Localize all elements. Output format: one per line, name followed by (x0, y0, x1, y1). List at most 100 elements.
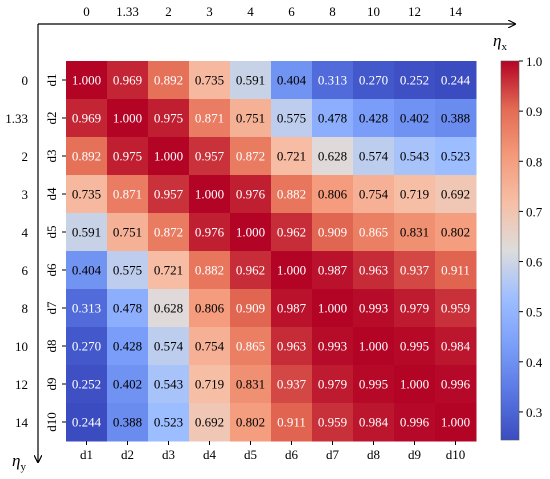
cell-value-label: 0.871 (195, 111, 224, 126)
cell-value-label: 0.735 (195, 73, 224, 88)
heatmap-cell (148, 365, 190, 404)
col-label: d4 (203, 447, 217, 462)
y-left-tick-label: 3 (22, 187, 29, 202)
heatmap-cell (66, 251, 108, 290)
cell-value-label: 1.000 (441, 415, 470, 430)
heatmap-cell (189, 213, 231, 252)
heatmap-cell (107, 175, 149, 214)
cell-value-label: 0.719 (400, 187, 429, 202)
heatmap-cell (312, 137, 354, 176)
heatmap-cell (189, 403, 231, 442)
heatmap-cell (271, 289, 313, 328)
heatmap-cell (312, 327, 354, 366)
cell-value-label: 0.754 (195, 339, 225, 354)
heatmap-cell (353, 61, 395, 100)
cell-value-label: 0.995 (400, 339, 429, 354)
heatmap-cell (312, 289, 354, 328)
heatmap-cell (394, 327, 436, 366)
col-label: d6 (285, 447, 299, 462)
cell-value-label: 0.478 (113, 301, 142, 316)
cell-value-label: 0.937 (400, 263, 430, 278)
heatmap-cell (353, 213, 395, 252)
heatmap-cell (312, 61, 354, 100)
cell-value-label: 0.428 (113, 339, 142, 354)
heatmap-cell (189, 175, 231, 214)
x-top-tick-label: 6 (288, 4, 295, 19)
cell-value-label: 0.882 (195, 263, 224, 278)
col-label: d10 (446, 447, 466, 462)
x-top-tick-label: 12 (408, 4, 421, 19)
heatmap-cell (230, 61, 272, 100)
colorbar-tick-label: 0.5 (526, 305, 542, 320)
col-label: d2 (121, 447, 134, 462)
heatmap-cell (435, 99, 477, 138)
cell-value-label: 0.984 (359, 415, 389, 430)
heatmap-cell (435, 403, 477, 442)
cell-value-label: 1.000 (400, 377, 429, 392)
cell-value-label: 0.957 (195, 149, 225, 164)
cell-value-label: 0.993 (318, 339, 347, 354)
heatmap-cell (312, 365, 354, 404)
heatmap-cell (230, 403, 272, 442)
cell-value-label: 0.993 (359, 301, 388, 316)
heatmap-cell (107, 137, 149, 176)
x-top-tick-label: 14 (449, 4, 463, 19)
x-top-tick-label: 0 (83, 4, 90, 19)
heatmap-cell (148, 137, 190, 176)
cell-value-label: 0.959 (441, 301, 470, 316)
cell-value-label: 0.735 (72, 187, 101, 202)
heatmap-cell (66, 403, 108, 442)
heatmap-cell (66, 327, 108, 366)
cell-value-label: 0.975 (113, 149, 142, 164)
y-left-tick-label: 0 (22, 73, 29, 88)
x-top-tick-label: 8 (329, 4, 336, 19)
heatmap-cell (353, 251, 395, 290)
cell-value-label: 0.962 (236, 263, 265, 278)
cell-value-label: 0.574 (154, 339, 184, 354)
colorbar-ticks: 1.0 0.9 0.8 0.7 0.6 0.5 0.4 0.3 (519, 54, 543, 420)
cell-value-label: 0.270 (72, 339, 101, 354)
cell-value-label: 0.388 (113, 415, 142, 430)
cell-value-label: 0.976 (236, 187, 266, 202)
heatmap-cell (148, 327, 190, 366)
cell-value-label: 0.574 (359, 149, 389, 164)
y-left-tick-label: 4 (22, 225, 29, 240)
heatmap-cell (66, 137, 108, 176)
heatmap-cell (353, 137, 395, 176)
heatmap-cell (66, 213, 108, 252)
heatmap-cell (230, 251, 272, 290)
cell-value-label: 0.802 (441, 225, 470, 240)
cell-value-label: 1.000 (277, 263, 306, 278)
cell-value-label: 0.252 (400, 73, 429, 88)
row-label: d9 (44, 378, 59, 391)
y-left-tick-label: 12 (15, 377, 28, 392)
cell-value-label: 0.628 (154, 301, 183, 316)
cell-value-label: 1.000 (359, 339, 388, 354)
cell-value-label: 1.000 (154, 149, 183, 164)
x-top-tick-label: 3 (206, 4, 213, 19)
heatmap-cell (148, 251, 190, 290)
cell-value-label: 0.892 (72, 149, 101, 164)
cell-value-label: 1.000 (236, 225, 265, 240)
cell-value-label: 0.984 (441, 339, 471, 354)
y-left-tick-label: 1.33 (5, 111, 28, 126)
heatmap-cell (107, 365, 149, 404)
heatmap-cell (435, 175, 477, 214)
cell-value-label: 0.979 (318, 377, 347, 392)
heatmap-cell (435, 365, 477, 404)
cell-value-label: 0.721 (154, 263, 183, 278)
heatmap-cell (271, 365, 313, 404)
cell-value-label: 0.806 (195, 301, 225, 316)
cell-value-label: 0.865 (236, 339, 265, 354)
cell-value-label: 0.831 (236, 377, 265, 392)
cell-value-label: 0.957 (154, 187, 184, 202)
y-left-tick-label: 10 (15, 339, 28, 354)
heatmap-cell (107, 327, 149, 366)
heatmap-cell (394, 61, 436, 100)
heatmap-cell (148, 99, 190, 138)
cell-value-label: 0.995 (359, 377, 388, 392)
heatmap-cell (394, 213, 436, 252)
heatmap-cell (435, 61, 477, 100)
cell-value-label: 0.244 (441, 73, 471, 88)
